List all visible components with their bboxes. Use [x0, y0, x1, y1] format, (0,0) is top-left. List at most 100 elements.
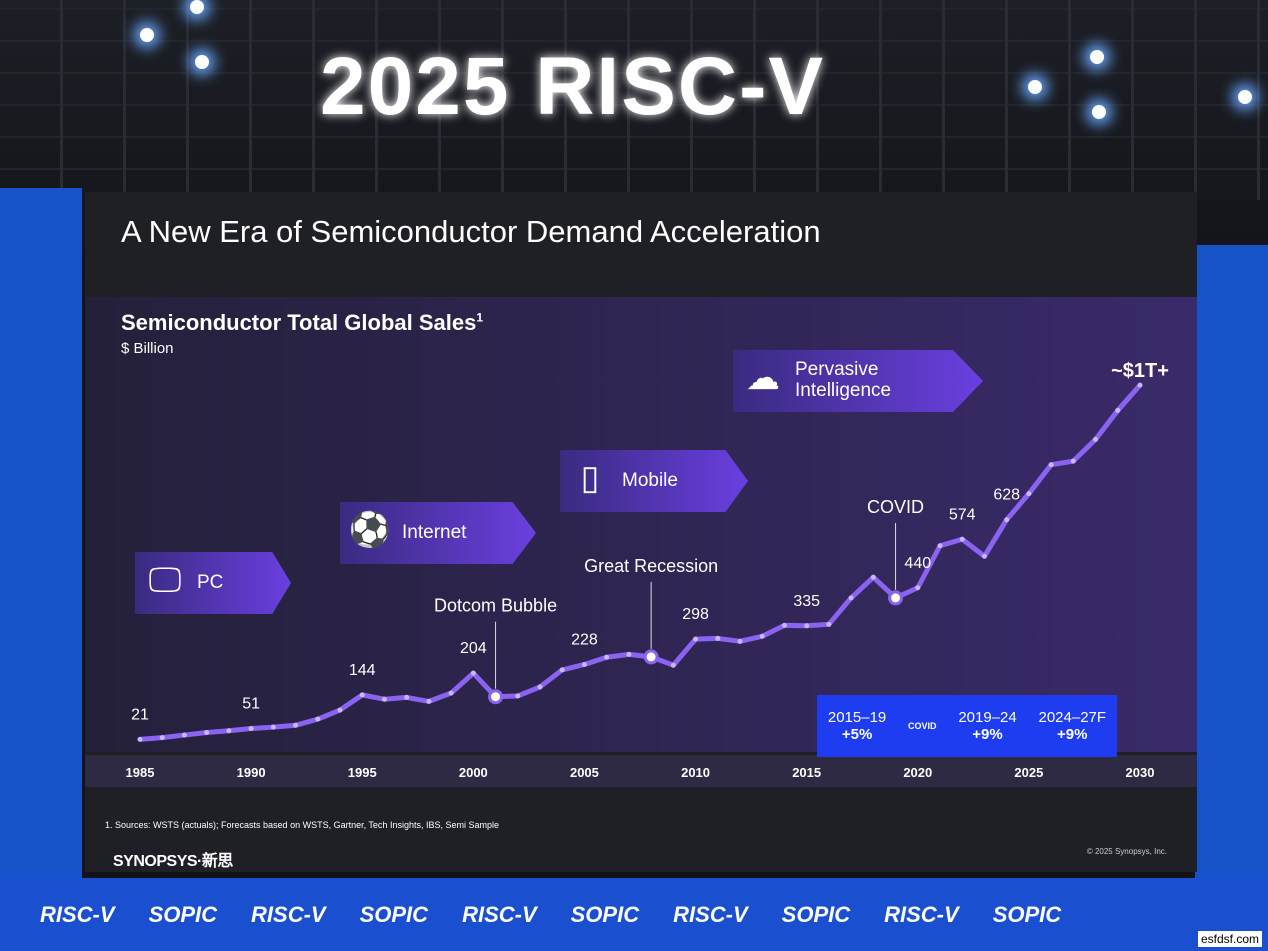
stage-light-icon	[195, 55, 209, 69]
x-tick-label: 1990	[237, 765, 266, 780]
data-label: 574	[949, 506, 976, 523]
data-point	[226, 728, 232, 734]
stage-light-icon	[190, 0, 204, 14]
synopsys-logo: SYNOPSYS·新思	[113, 853, 233, 870]
data-point	[604, 654, 610, 660]
risc-v-logo: RISC-V	[40, 901, 115, 927]
data-point	[826, 621, 832, 627]
data-label: 51	[242, 696, 260, 713]
rate-2019-24: 2019–24 +9%	[958, 709, 1016, 743]
data-label: 144	[349, 662, 376, 679]
data-point	[693, 636, 699, 642]
stage-light-icon	[1028, 80, 1042, 94]
sopic-logo: SOPIC	[359, 901, 429, 927]
data-label: ~$1T+	[1111, 360, 1169, 382]
data-point	[559, 667, 565, 673]
x-tick-label: 2030	[1126, 765, 1155, 780]
rate-value: +9%	[972, 726, 1003, 743]
stage-light-icon	[1090, 50, 1104, 64]
annotation-label: COVID	[867, 497, 924, 517]
risc-v-logo: RISC-V	[673, 901, 748, 927]
data-label: 628	[993, 487, 1020, 504]
stage-light-icon	[1238, 90, 1252, 104]
rate-period: 2019–24	[958, 709, 1017, 726]
sopic-logo: SOPIC	[781, 901, 851, 927]
rate-period: 2015–19	[827, 709, 887, 726]
era-pc: 🖵 PC	[135, 552, 291, 614]
rate-period: 2024–27F	[1038, 709, 1107, 726]
era-mobile: ▯ Mobile	[560, 450, 748, 512]
slide-title: A New Era of Semiconductor Demand Accele…	[121, 214, 821, 249]
chart-title: Semiconductor Total Global Sales1	[121, 310, 483, 336]
x-tick-label: 2020	[903, 765, 932, 780]
presentation-slide: A New Era of Semiconductor Demand Accele…	[85, 192, 1197, 872]
data-point	[381, 696, 387, 702]
data-point	[848, 595, 854, 601]
data-point	[537, 684, 543, 690]
data-point	[337, 707, 343, 713]
data-point	[204, 730, 210, 736]
data-point	[359, 692, 365, 698]
data-point	[270, 724, 276, 730]
copyright: © 2025 Synopsys, Inc.	[1086, 847, 1167, 856]
x-tick-label: 1985	[126, 765, 155, 780]
data-point	[1137, 382, 1143, 388]
sales-chart: 1985 1990 1995 2000 2005 2010 2015 2020 2025 2030…	[85, 360, 1197, 787]
annotation-label: Dotcom Bubble	[434, 596, 557, 616]
y-axis-unit: $ Billion	[121, 340, 174, 357]
data-label: 228	[571, 631, 598, 648]
era-label: Internet	[402, 521, 467, 543]
sources-footnote: 1. Sources: WSTS (actuals); Forecasts ba…	[105, 820, 499, 830]
data-point	[293, 722, 299, 728]
annotation-label: Great Recession	[584, 556, 718, 576]
data-point	[915, 585, 921, 591]
x-tick-label: 2025	[1014, 765, 1043, 780]
rate-2024-27f: 2024–27F +9%	[1039, 709, 1107, 743]
x-tick-label: 2000	[459, 765, 488, 780]
data-point	[137, 736, 143, 742]
era-pervasive-intelligence: ☁ Pervasive Intelligence	[733, 350, 983, 412]
stage-light-icon	[140, 28, 154, 42]
sopic-logo: SOPIC	[570, 901, 640, 927]
chart-title-text: Semiconductor Total Global Sales	[121, 310, 477, 335]
data-point	[670, 662, 676, 668]
rate-value: +5%	[841, 726, 873, 743]
data-point	[626, 651, 632, 657]
growth-rates-box: 2015–19 +5% COVID 2019–24 +9% 2024–27F +9%	[817, 695, 1117, 757]
data-point	[981, 553, 987, 559]
event-sign: 2025 RISC-V	[320, 41, 826, 132]
data-point	[248, 726, 254, 732]
data-label: 204	[460, 640, 487, 657]
data-point	[159, 735, 165, 741]
data-point	[1004, 517, 1010, 523]
watermark: esfdsf.com	[1197, 931, 1262, 947]
x-tick-label: 2010	[681, 765, 710, 780]
data-label: 440	[904, 555, 931, 572]
annotation-marker	[643, 649, 659, 665]
era-label: Mobile	[622, 469, 678, 491]
ceiling-truss	[0, 0, 1268, 200]
data-point	[515, 693, 521, 699]
monitor-icon: 🖵	[148, 561, 182, 599]
data-point	[1093, 436, 1099, 442]
rate-2015-19: 2015–19 +5%	[828, 709, 886, 743]
footnote-marker: 1	[476, 310, 484, 325]
rate-value: +9%	[1057, 726, 1088, 743]
brain-icon: ☁	[746, 359, 780, 397]
data-point	[781, 622, 787, 628]
annotation-marker	[888, 590, 904, 606]
era-label: PC	[197, 571, 224, 593]
data-point	[804, 623, 810, 629]
data-point	[959, 536, 965, 542]
stage-light-icon	[1092, 105, 1106, 119]
data-point	[870, 574, 876, 580]
risc-v-logo: RISC-V	[251, 901, 326, 927]
data-point	[404, 694, 410, 700]
globe-icon: ⚽	[348, 511, 392, 549]
data-point	[715, 635, 721, 641]
data-point	[315, 716, 321, 722]
annotation-marker	[488, 689, 504, 705]
risc-v-logo: RISC-V	[462, 901, 537, 927]
left-side-screen	[0, 188, 82, 878]
risc-v-logo: RISC-V	[884, 901, 959, 927]
